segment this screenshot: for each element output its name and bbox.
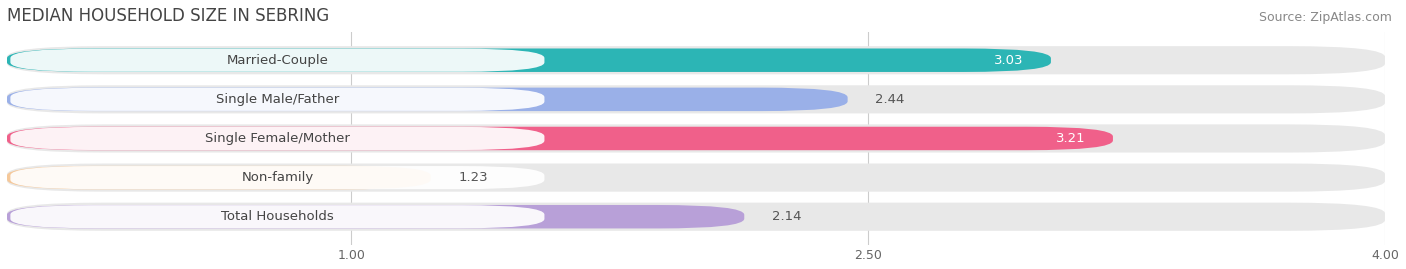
Text: 2.14: 2.14 — [772, 210, 801, 223]
Text: 3.21: 3.21 — [1056, 132, 1085, 145]
FancyBboxPatch shape — [10, 166, 544, 189]
FancyBboxPatch shape — [7, 46, 1385, 74]
Text: Source: ZipAtlas.com: Source: ZipAtlas.com — [1258, 11, 1392, 24]
Text: 2.44: 2.44 — [875, 93, 904, 106]
FancyBboxPatch shape — [7, 205, 744, 228]
Text: Total Households: Total Households — [221, 210, 333, 223]
Text: MEDIAN HOUSEHOLD SIZE IN SEBRING: MEDIAN HOUSEHOLD SIZE IN SEBRING — [7, 7, 329, 25]
FancyBboxPatch shape — [7, 203, 1385, 231]
FancyBboxPatch shape — [7, 85, 1385, 114]
Text: Non-family: Non-family — [242, 171, 314, 184]
Text: Single Male/Father: Single Male/Father — [215, 93, 339, 106]
Text: Single Female/Mother: Single Female/Mother — [205, 132, 350, 145]
Text: Married-Couple: Married-Couple — [226, 54, 329, 67]
FancyBboxPatch shape — [10, 127, 544, 150]
FancyBboxPatch shape — [7, 127, 1114, 150]
FancyBboxPatch shape — [10, 205, 544, 228]
FancyBboxPatch shape — [7, 88, 848, 111]
FancyBboxPatch shape — [7, 48, 1050, 72]
Text: 1.23: 1.23 — [458, 171, 488, 184]
FancyBboxPatch shape — [7, 164, 1385, 192]
FancyBboxPatch shape — [7, 124, 1385, 153]
FancyBboxPatch shape — [7, 166, 430, 189]
Text: 3.03: 3.03 — [994, 54, 1024, 67]
FancyBboxPatch shape — [10, 49, 544, 72]
FancyBboxPatch shape — [10, 88, 544, 111]
